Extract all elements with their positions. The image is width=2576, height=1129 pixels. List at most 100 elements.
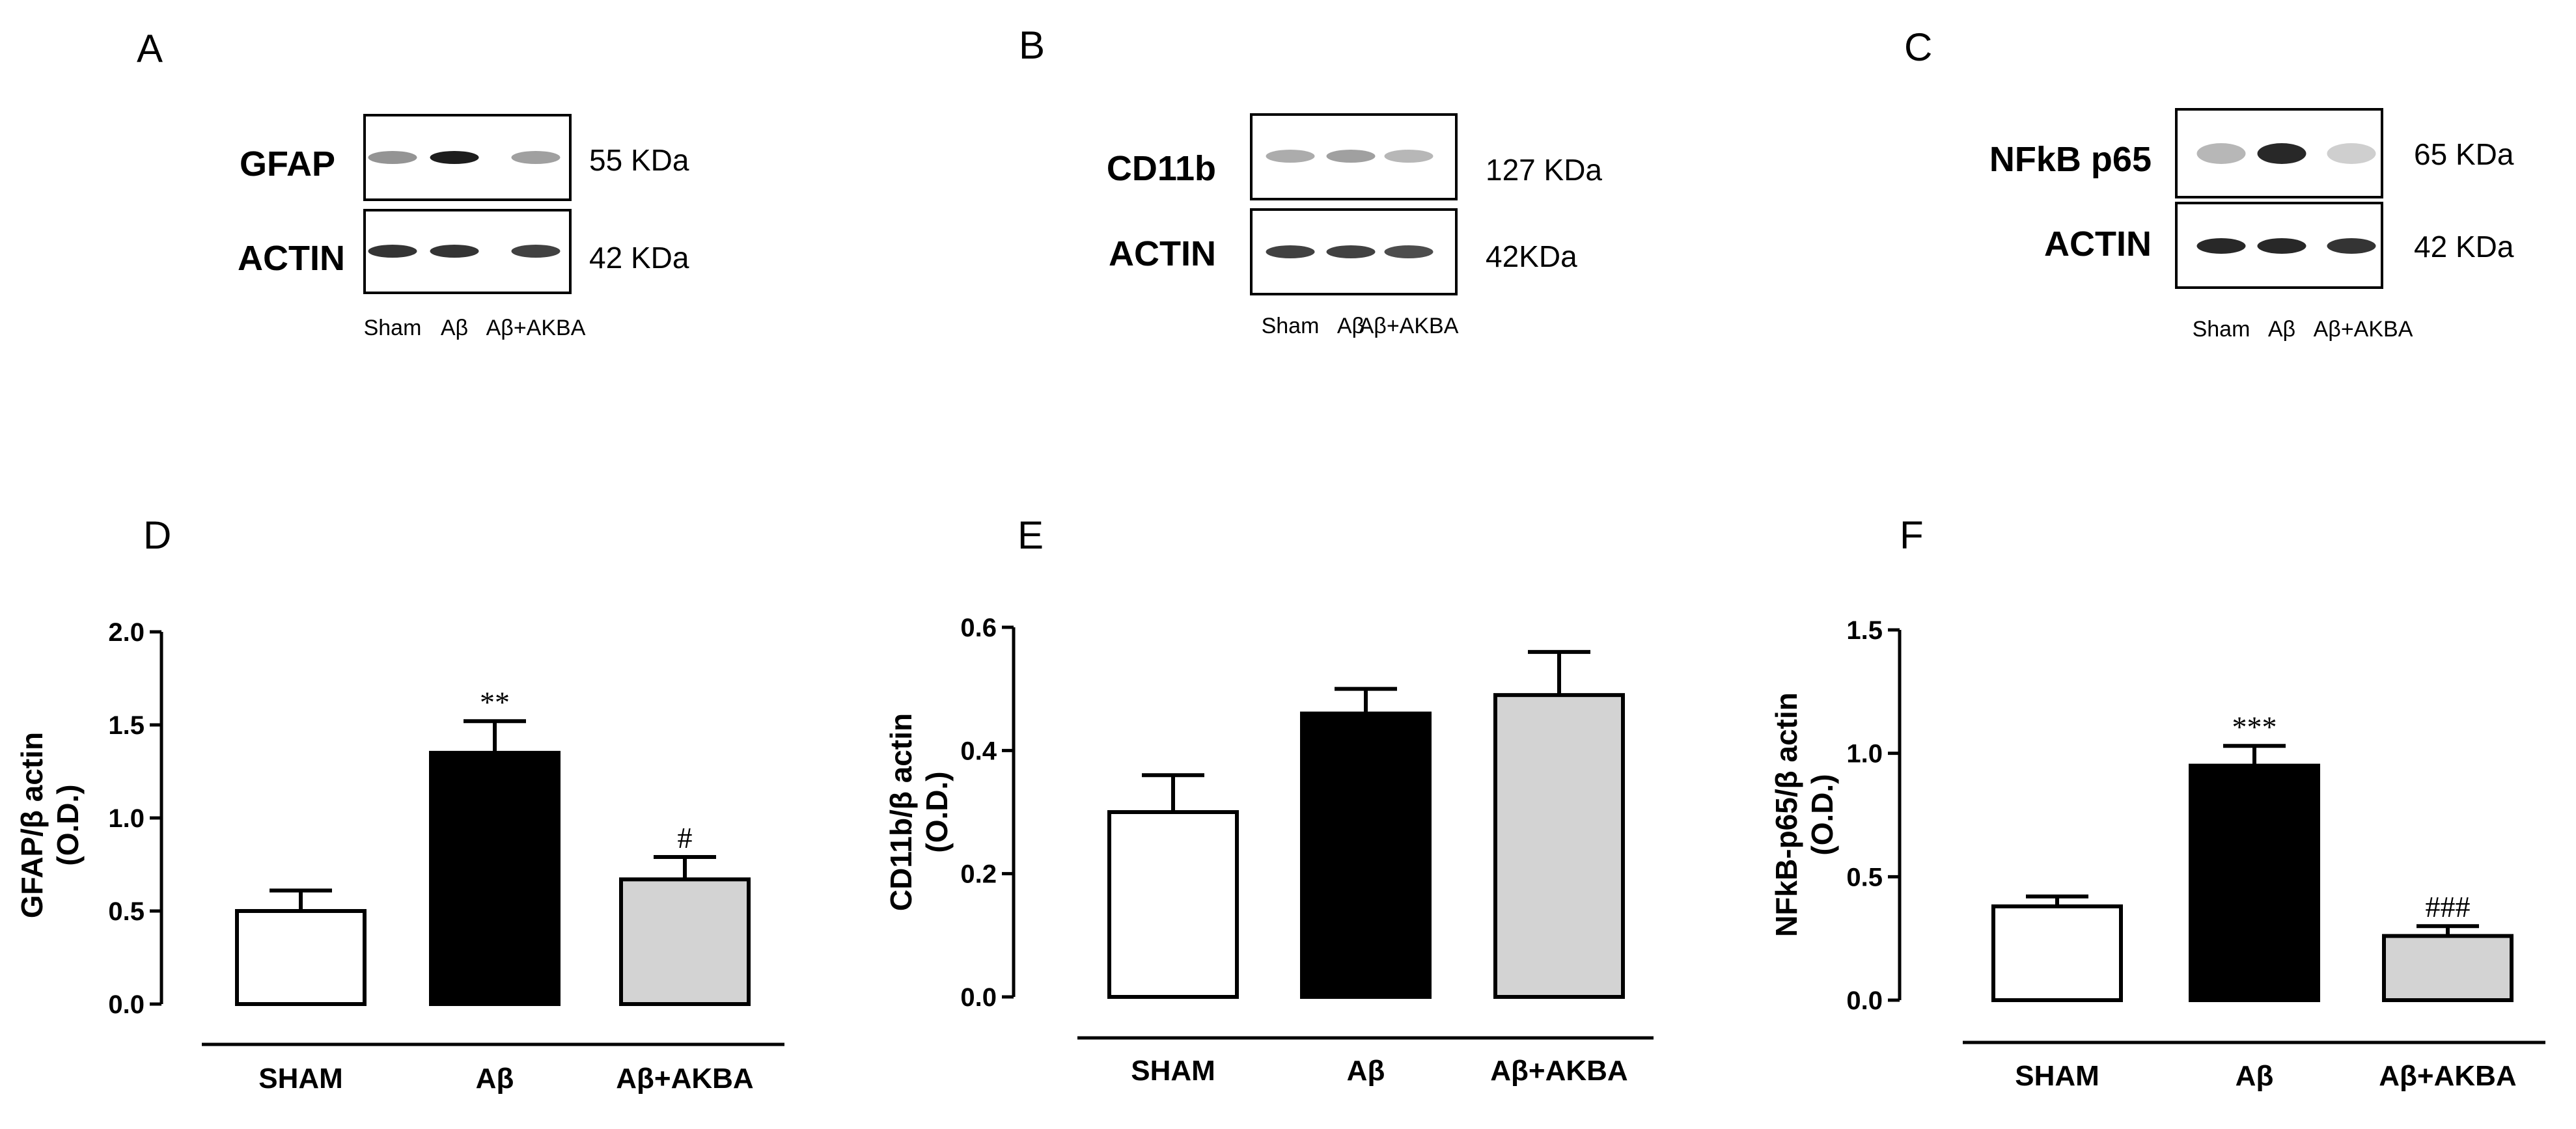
y-axis-label: NFkB-p65/β actin xyxy=(1769,692,1803,937)
blot-band-sham xyxy=(368,245,417,258)
category-label-sham: SHAM xyxy=(258,1063,343,1095)
bar-sham xyxy=(1991,904,2123,1003)
y-tick-label: 0.5 xyxy=(1846,863,1883,891)
y-tick-label: 0.0 xyxy=(1846,986,1883,1015)
bar-sham xyxy=(235,909,367,1006)
bar-abeta xyxy=(2189,763,2320,1002)
blot-band-abeta-akba xyxy=(2327,238,2376,254)
blot-band-abeta xyxy=(2257,238,2306,254)
y-tick-label: 0.4 xyxy=(960,737,997,765)
category-label-sham: SHAM xyxy=(2015,1060,2099,1092)
lane-label-abeta-akba: Aβ+AKBA xyxy=(2314,317,2413,342)
significance-annotation: *** xyxy=(2232,710,2277,743)
blot-bands-cd11b xyxy=(1266,150,1433,163)
significance-annotation: # xyxy=(678,821,693,854)
bar-abeta xyxy=(1300,711,1432,999)
bar-abeta xyxy=(429,750,561,1007)
blot-band-abeta-akba xyxy=(511,245,561,258)
y-axis-label-unit: (O.D.) xyxy=(920,771,954,852)
panel-letter-c: C xyxy=(1904,25,1932,69)
panel-letter-b: B xyxy=(1019,23,1045,67)
blot-panel-b: B CD11b 127 KDa ACTIN 42KDa Sham Aβ Aβ+A… xyxy=(1019,23,1602,338)
weight-label-cd11b: 127 KDa xyxy=(1486,153,1602,187)
y-axis-label-unit: (O.D.) xyxy=(51,784,85,865)
panel-letter: F xyxy=(1900,513,1924,557)
category-label-abeta-akba: Aβ+AKBA xyxy=(616,1063,753,1095)
chart-panel-f: F 0.0 0.5 1.0 1.5 NFkB-p65/β actin (O.D.) SHAM *… xyxy=(1769,513,2545,1092)
panel-letter: D xyxy=(143,513,171,557)
category-label-abeta-akba: Aβ+AKBA xyxy=(1490,1055,1627,1087)
y-tick-label: 1.5 xyxy=(108,711,145,740)
y-tick-label: 0.6 xyxy=(960,614,997,642)
blot-box-cd11b xyxy=(1250,113,1458,200)
y-axis-label: CD11b/β actin xyxy=(884,713,918,911)
category-label-abeta: Aβ xyxy=(476,1063,514,1095)
category-label-abeta-akba: Aβ+AKBA xyxy=(2379,1060,2516,1092)
blot-bands-nfkb xyxy=(2196,143,2376,164)
blot-bands-actin xyxy=(1266,245,1433,258)
protein-label-actin: ACTIN xyxy=(1109,234,1216,273)
lane-label-sham: Sham xyxy=(2193,317,2251,342)
protein-label-gfap: GFAP xyxy=(240,144,335,184)
blot-band-abeta-akba xyxy=(1384,150,1433,163)
y-tick-label: 0.0 xyxy=(960,983,997,1012)
y-tick-label: 2.0 xyxy=(108,618,145,647)
weight-label-gfap: 55 KDa xyxy=(589,143,689,177)
y-tick-label: 1.5 xyxy=(1846,616,1883,645)
bar-abeta-akba xyxy=(1493,693,1625,999)
category-label-sham: SHAM xyxy=(1131,1055,1215,1087)
bar-abeta-akba xyxy=(2382,934,2514,1002)
y-tick-label: 1.0 xyxy=(1846,740,1883,769)
y-axis-label: GFAP/β actin xyxy=(15,732,49,918)
blot-band-abeta-akba xyxy=(2327,143,2376,164)
y-tick-label: 0.0 xyxy=(108,990,145,1019)
category-label-abeta: Aβ xyxy=(2236,1060,2274,1092)
lane-label-abeta-akba: Aβ+AKBA xyxy=(1359,314,1459,338)
blot-bands-gfap xyxy=(368,151,561,164)
blot-panel-c: C NFkB p65 65 KDa ACTIN 42 KDa Sham Aβ A… xyxy=(1904,25,2514,342)
chart-panel-d: D 0.0 0.5 1.0 1.5 2.0 GFAP/β actin (O.D.) SHAM **… xyxy=(15,513,784,1095)
protein-label-actin: ACTIN xyxy=(2044,224,2152,264)
blot-band-sham xyxy=(2196,143,2246,164)
panel-letter: E xyxy=(1018,513,1044,557)
protein-label-actin: ACTIN xyxy=(238,239,345,278)
blot-band-sham xyxy=(1266,150,1315,163)
y-axis-label-unit: (O.D.) xyxy=(1805,774,1839,855)
lane-label-abeta: Aβ xyxy=(1337,314,1364,338)
bar-sham xyxy=(1107,810,1239,999)
blot-band-abeta-akba xyxy=(511,151,561,164)
blot-band-abeta xyxy=(430,245,479,258)
weight-label-nfkb: 65 KDa xyxy=(2414,137,2514,171)
significance-annotation: ** xyxy=(480,685,510,718)
lane-label-abeta-akba: Aβ+AKBA xyxy=(486,316,586,340)
y-tick-label: 1.0 xyxy=(108,804,145,833)
lane-label-sham: Sham xyxy=(1262,314,1320,338)
blot-bands-actin xyxy=(368,245,561,258)
significance-annotation: ### xyxy=(2426,890,2471,923)
weight-label-actin: 42 KDa xyxy=(2414,230,2514,264)
lane-label-abeta: Aβ xyxy=(2268,317,2295,342)
blot-band-sham xyxy=(2196,238,2246,254)
y-tick-label: 0.2 xyxy=(960,860,997,889)
blot-bands-actin xyxy=(2196,238,2376,254)
y-tick-label: 0.5 xyxy=(108,897,145,926)
lane-label-abeta: Aβ xyxy=(441,316,468,340)
blot-band-abeta xyxy=(1326,245,1376,258)
blot-band-abeta xyxy=(1326,150,1376,163)
weight-label-actin: 42KDa xyxy=(1486,239,1577,273)
protein-label-cd11b: CD11b xyxy=(1107,149,1216,188)
bar-abeta-akba xyxy=(619,877,751,1006)
panel-letter-a: A xyxy=(137,27,163,70)
protein-label-nfkb: NFkB p65 xyxy=(1989,140,2152,179)
blot-band-abeta xyxy=(430,151,479,164)
chart-panel-e: E 0.0 0.2 0.4 0.6 CD11b/β actin (O.D.) SHAM Aβ Aβ… xyxy=(884,513,1654,1087)
blot-band-sham xyxy=(1266,245,1315,258)
category-label-abeta: Aβ xyxy=(1347,1055,1385,1087)
blot-panel-a: A GFAP 55 KDa ACTIN 42 KDa Sham Aβ Aβ+AK… xyxy=(137,27,689,340)
blot-band-abeta xyxy=(2257,143,2306,164)
blot-band-abeta-akba xyxy=(1384,245,1433,258)
weight-label-actin: 42 KDa xyxy=(589,241,689,275)
blot-band-sham xyxy=(368,151,417,164)
lane-label-sham: Sham xyxy=(364,316,422,340)
